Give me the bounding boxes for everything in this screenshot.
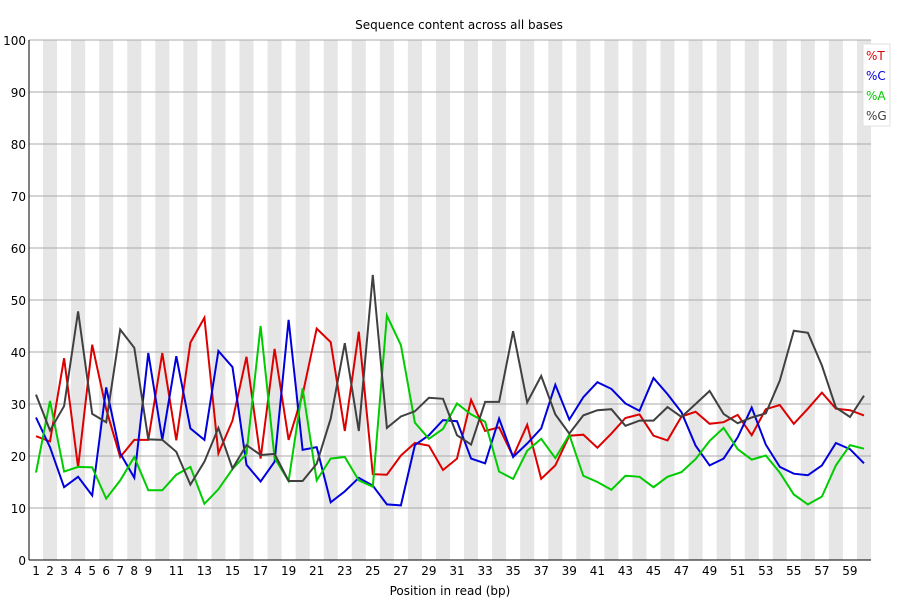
y-tick-label: 40 [11, 346, 26, 360]
y-tick-label: 60 [11, 242, 26, 256]
x-tick-label: 49 [702, 564, 717, 578]
y-tick-label: 20 [11, 450, 26, 464]
x-tick-label: 6 [102, 564, 110, 578]
legend: %T %C %A %G [862, 43, 891, 127]
x-tick-label: 51 [730, 564, 745, 578]
x-tick-label: 31 [449, 564, 464, 578]
x-tick-label: 7 [116, 564, 124, 578]
x-tick-label: 39 [562, 564, 577, 578]
x-tick-label: 55 [786, 564, 801, 578]
x-tick-label: 53 [758, 564, 773, 578]
x-tick-label: 3 [60, 564, 68, 578]
x-tick-label: 8 [130, 564, 138, 578]
y-tick-label: 70 [11, 190, 26, 204]
x-tick-label: 13 [197, 564, 212, 578]
x-tick-label: 1 [32, 564, 40, 578]
x-tick-label: 25 [365, 564, 380, 578]
x-tick-label: 59 [842, 564, 857, 578]
x-axis-label: Position in read (bp) [390, 584, 511, 598]
series-line-pct-t [35, 314, 865, 481]
legend-entry: %C [866, 69, 886, 83]
chart-title: Sequence content across all bases [355, 18, 563, 32]
x-tick-label: 19 [281, 564, 296, 578]
x-tick-label: 35 [506, 564, 521, 578]
x-tick-label: 23 [337, 564, 352, 578]
x-tick-label: 45 [646, 564, 661, 578]
x-tick-label: 17 [253, 564, 268, 578]
legend-box [862, 43, 891, 127]
x-tick-label: 2 [46, 564, 54, 578]
legend-entry: %T [866, 49, 885, 63]
x-tick-label: 4 [74, 564, 82, 578]
y-tick-label: 30 [11, 398, 26, 412]
x-tick-label: 47 [674, 564, 689, 578]
x-tick-label: 43 [618, 564, 633, 578]
x-tick-label: 5 [88, 564, 96, 578]
x-tick-label: 21 [309, 564, 324, 578]
x-tick-label: 15 [225, 564, 240, 578]
x-tick-label: 57 [814, 564, 829, 578]
series-line-pct-c [35, 319, 865, 507]
x-tick-label: 41 [590, 564, 605, 578]
series-line-pct-g [35, 274, 865, 487]
y-tick-label: 50 [11, 294, 26, 308]
y-tick-label: 10 [11, 502, 26, 516]
y-tick-label: 80 [11, 138, 26, 152]
legend-entry: %G [866, 109, 887, 123]
legend-entry: %A [866, 89, 886, 103]
x-tick-label: 27 [393, 564, 408, 578]
y-tick-label: 100 [3, 34, 26, 48]
series-lines [35, 274, 865, 507]
x-tick-label: 29 [421, 564, 436, 578]
y-tick-label: 0 [18, 554, 26, 568]
x-tick-label: 37 [534, 564, 549, 578]
x-tick-label: 9 [144, 564, 152, 578]
x-tick-label: 11 [169, 564, 184, 578]
y-tick-label: 90 [11, 86, 26, 100]
x-tick-label: 33 [477, 564, 492, 578]
